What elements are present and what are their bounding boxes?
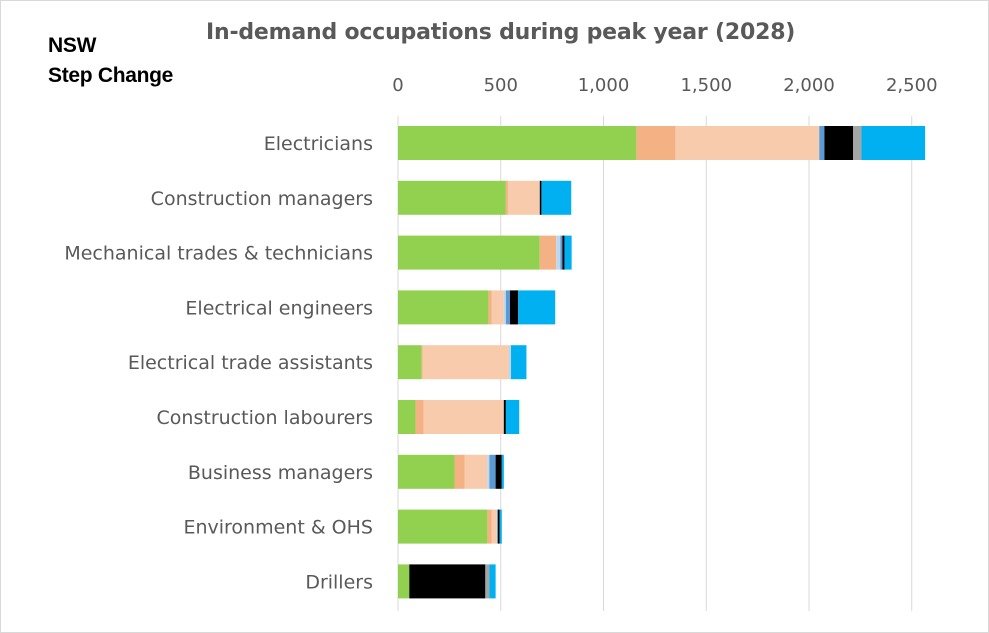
bar-segment [518, 290, 556, 325]
bar-segment [509, 290, 519, 325]
bar-segment [861, 126, 926, 160]
bar-segment [636, 126, 676, 160]
bar-segment [409, 564, 486, 599]
bar-segment [541, 180, 572, 215]
category-label: Environment & OHS [183, 517, 373, 539]
bar-segment [421, 345, 423, 380]
bars [398, 126, 926, 599]
bar-segment [511, 345, 527, 380]
category-label: Electricians [264, 133, 373, 155]
x-tick-label: 1,500 [680, 75, 732, 96]
bar-segment [398, 180, 506, 215]
bar-segment [398, 564, 410, 599]
bar-segment [505, 180, 508, 215]
bar-segment [503, 290, 506, 325]
bar-segment [508, 345, 512, 380]
category-label: Business managers [188, 462, 373, 484]
category-label: Drillers [305, 571, 373, 593]
bar-segment [489, 454, 496, 489]
bar-segment [505, 400, 520, 434]
category-label: Construction labourers [157, 407, 373, 429]
bar-segment [423, 400, 504, 434]
x-tick-label: 0 [392, 75, 403, 96]
bar-segment [487, 509, 492, 544]
x-tick-label: 500 [484, 75, 518, 96]
bar-segment [507, 180, 540, 215]
bar-segment [497, 509, 500, 544]
bar-segment [398, 454, 455, 489]
bar-segment [489, 564, 496, 599]
x-axis-ticks: 0 500 1,000 1,500 2,000 2,500 [392, 75, 937, 96]
bar-segment [503, 400, 506, 434]
bar-segment [675, 126, 820, 160]
scenario-label: Step Change [48, 64, 174, 87]
bar-segment [824, 126, 854, 160]
region-label: NSW [48, 34, 97, 57]
bar-segment [398, 345, 422, 380]
x-tick-label: 2,500 [886, 75, 938, 96]
bar-segment [819, 126, 825, 160]
bar-segment [415, 400, 424, 434]
bar-segment [491, 509, 497, 544]
category-label: Electrical engineers [185, 297, 373, 319]
bar-segment [485, 564, 490, 599]
bar-segment [398, 400, 416, 434]
bar-segment [422, 345, 509, 380]
category-label: Electrical trade assistants [128, 352, 373, 374]
x-tick-label: 2,000 [783, 75, 835, 96]
bar-segment [496, 509, 498, 544]
category-label: Construction managers [151, 188, 373, 210]
bar-segment [487, 454, 490, 489]
bar-segment [499, 509, 502, 544]
bar-segment [539, 180, 542, 215]
bar-segment [564, 235, 572, 270]
category-label: Mechanical trades & technicians [64, 243, 373, 265]
bar-segment [488, 290, 492, 325]
chart-title: In-demand occupations during peak year (… [206, 20, 796, 45]
category-labels: Electricians Construction managers Mechani… [64, 133, 373, 593]
bar-segment [398, 126, 637, 160]
bar-segment [398, 235, 540, 270]
bar-segment [560, 235, 563, 270]
x-tick-label: 1,000 [578, 75, 630, 96]
bar-segment [454, 454, 465, 489]
bar-segment [539, 235, 557, 270]
bar-segment [501, 454, 504, 489]
bar-segment [491, 290, 504, 325]
bar-segment [398, 509, 488, 544]
bar-segment [495, 454, 502, 489]
bar-segment [398, 290, 489, 325]
bar-segment [556, 235, 561, 270]
bar-segment [853, 126, 862, 160]
bar-segment [505, 290, 510, 325]
bar-segment [464, 454, 488, 489]
bar-segment [562, 235, 565, 270]
